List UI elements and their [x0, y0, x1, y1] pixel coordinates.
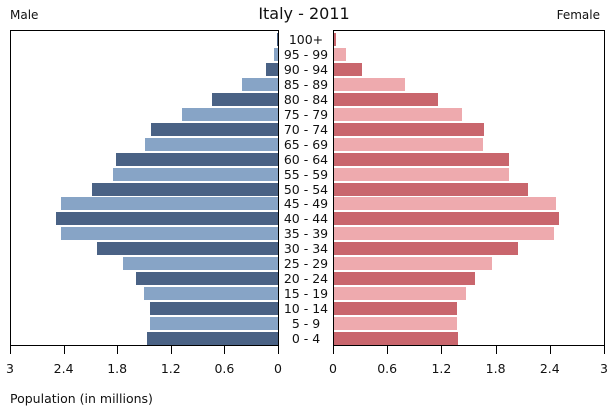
male-bar	[144, 137, 278, 151]
male-bar	[242, 77, 278, 91]
x-tick-label: 0.6	[214, 361, 235, 376]
age-group-label: 30 - 34	[283, 241, 329, 257]
x-tick	[278, 346, 279, 354]
age-group-label: 55 - 59	[283, 166, 329, 182]
age-group-label: 95 - 99	[283, 46, 329, 62]
male-label: Male	[10, 8, 39, 22]
female-bar	[334, 47, 346, 61]
age-group-label: 5 - 9	[291, 316, 321, 332]
male-bar	[151, 122, 278, 136]
male-bar	[116, 152, 278, 166]
male-bar	[182, 107, 278, 121]
x-tick	[224, 346, 226, 354]
male-bar	[55, 212, 278, 226]
x-tick	[63, 346, 65, 354]
male-bar	[146, 332, 278, 345]
female-bar	[334, 33, 336, 46]
female-label: Female	[556, 8, 600, 22]
age-group-label: 10 - 14	[283, 301, 329, 317]
male-bar	[96, 242, 278, 256]
female-bar	[334, 77, 406, 91]
male-bar	[60, 197, 278, 211]
x-tick-label: 2.4	[53, 361, 74, 376]
x-tick	[170, 346, 172, 354]
male-bar	[273, 47, 278, 61]
x-tick	[10, 346, 11, 354]
x-tick	[333, 346, 334, 354]
female-bar	[334, 242, 518, 256]
female-bar	[334, 182, 528, 196]
x-tick-label: 1.2	[431, 361, 452, 376]
x-tick	[387, 346, 389, 354]
x-tick	[495, 346, 497, 354]
x-tick	[604, 346, 605, 354]
male-bar	[135, 272, 278, 286]
x-tick-label: 1.8	[485, 361, 506, 376]
chart-title: Italy - 2011	[258, 4, 350, 23]
female-bar	[334, 152, 509, 166]
male-bar	[92, 182, 278, 196]
male-bar	[150, 302, 278, 316]
x-tick-label: 3	[6, 361, 14, 376]
age-group-label: 65 - 69	[283, 136, 329, 152]
male-bar	[144, 287, 278, 301]
x-tick	[117, 346, 119, 354]
age-group-label: 45 - 49	[283, 196, 329, 212]
age-group-label: 20 - 24	[283, 271, 329, 287]
female-bar	[334, 287, 467, 301]
female-bar	[334, 302, 458, 316]
age-group-label: 25 - 29	[283, 256, 329, 272]
x-tick	[441, 346, 443, 354]
male-bar	[122, 257, 278, 271]
female-bar	[334, 317, 458, 331]
female-bar	[334, 332, 459, 345]
female-bar	[334, 212, 559, 226]
age-group-label: 70 - 74	[283, 121, 329, 137]
x-tick-label: 0	[329, 361, 337, 376]
male-bar	[277, 33, 278, 46]
x-axis-label: Population (in millions)	[10, 391, 153, 406]
age-group-label: 40 - 44	[283, 211, 329, 227]
male-bar	[60, 227, 278, 241]
x-tick	[549, 346, 551, 354]
female-bar	[334, 107, 462, 121]
age-group-label: 0 - 4	[291, 331, 321, 346]
female-bar	[334, 227, 554, 241]
female-bar	[334, 122, 485, 136]
female-bar	[334, 197, 557, 211]
female-bar	[334, 167, 509, 181]
age-group-label: 85 - 89	[283, 76, 329, 92]
female-bar	[334, 257, 493, 271]
x-tick-label: 3	[600, 361, 608, 376]
female-bar	[334, 92, 438, 106]
female-bar	[334, 62, 362, 76]
age-group-label: 75 - 79	[283, 106, 329, 122]
age-group-label: 100+	[288, 32, 324, 47]
female-bar	[334, 137, 483, 151]
age-group-label: 80 - 84	[283, 91, 329, 107]
male-bar	[112, 167, 278, 181]
age-group-label: 90 - 94	[283, 61, 329, 77]
male-bar	[266, 62, 278, 76]
male-bar	[211, 92, 278, 106]
x-tick-label: 1.2	[160, 361, 181, 376]
age-group-label: 15 - 19	[283, 286, 329, 302]
age-group-label: 50 - 54	[283, 181, 329, 197]
age-group-label: 35 - 39	[283, 226, 329, 242]
female-bar	[334, 272, 476, 286]
x-tick-label: 2.4	[539, 361, 560, 376]
age-group-label: 60 - 64	[283, 151, 329, 167]
x-tick-label: 0	[274, 361, 282, 376]
x-tick-label: 0.6	[377, 361, 398, 376]
male-bar	[150, 317, 278, 331]
x-tick-label: 1.8	[107, 361, 128, 376]
